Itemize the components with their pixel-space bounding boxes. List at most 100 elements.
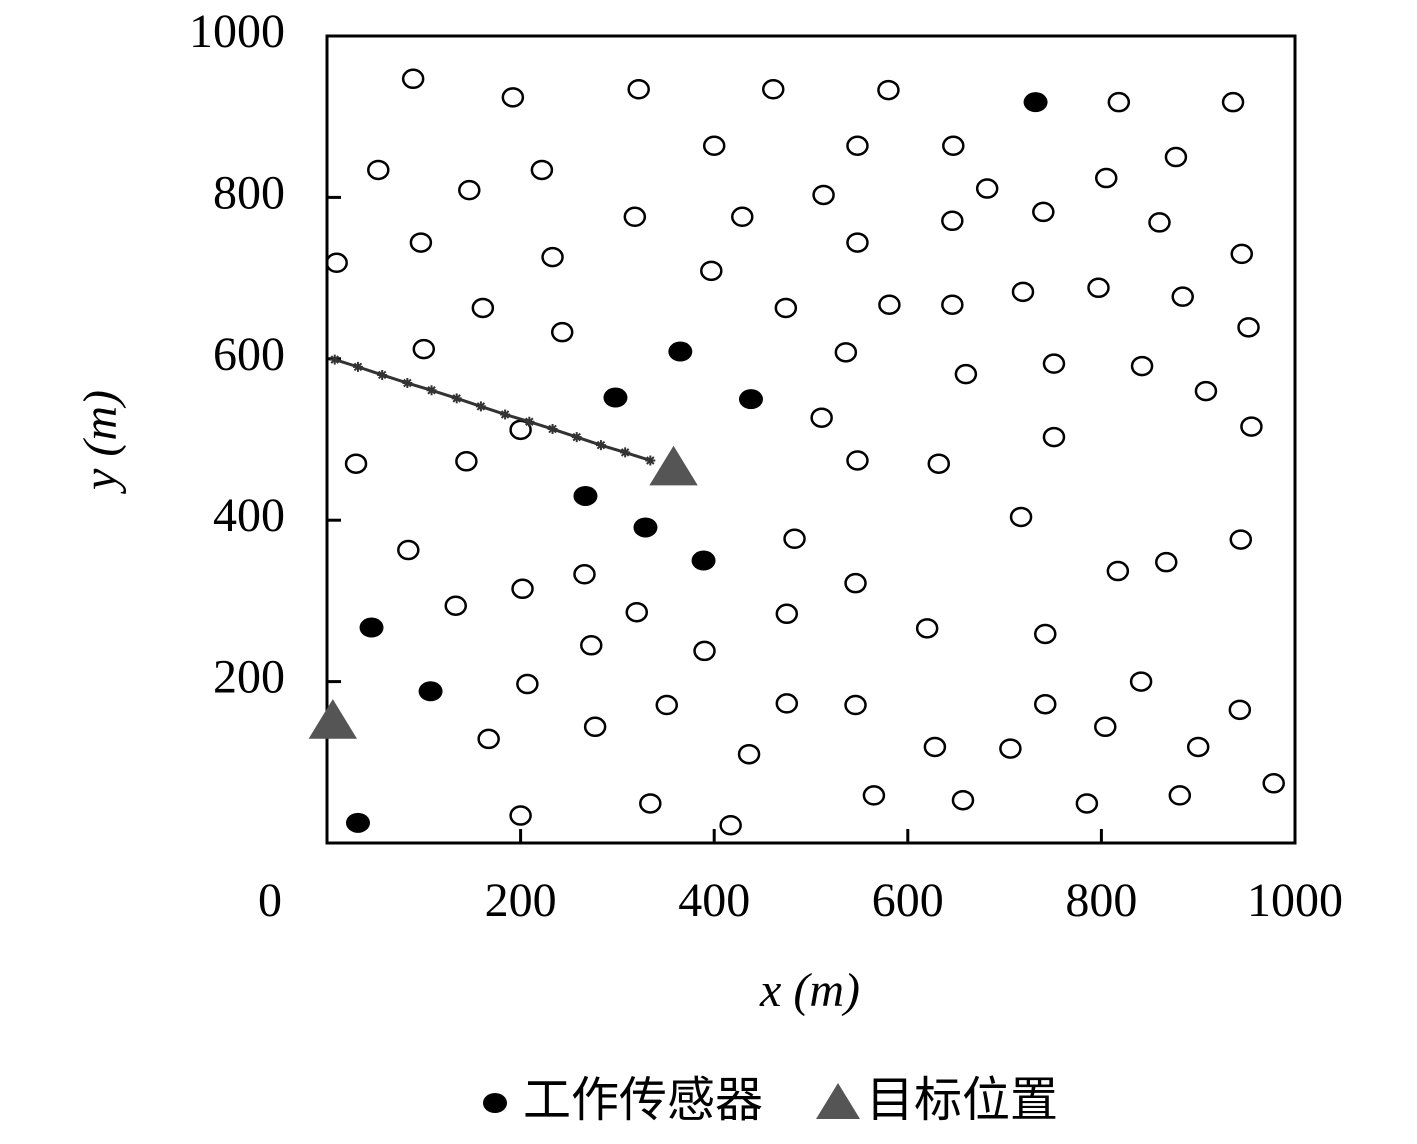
sensor [639,793,662,814]
working-sensor [603,387,628,408]
sensor [1087,277,1110,299]
legend-marker [816,1083,861,1119]
x-tick-label: 400 [678,874,750,927]
sensor [844,572,867,594]
sensor [511,578,534,600]
sensor [471,297,495,319]
sensor [583,716,607,738]
trajectory-marker [377,369,388,380]
x-tick-label: 1000 [1247,874,1343,927]
trajectory-marker [475,401,486,412]
sensor [1034,623,1057,645]
sensor [1164,146,1188,168]
sensor [501,87,525,108]
sensor [941,294,964,315]
trajectory-marker [595,440,606,451]
legend-label: 目标位置 [866,1072,1058,1128]
x-axis-label: x (m) [759,964,860,1017]
sensor [325,252,348,274]
sensor [693,640,716,662]
sensor [1229,529,1253,550]
sensor [1237,317,1260,338]
sensor [1240,416,1263,437]
sensor [1221,91,1245,113]
sensor [1130,355,1154,377]
sensor [923,736,947,758]
sensor [731,206,754,228]
trajectory-marker [547,424,558,435]
sensor [580,635,603,656]
sensor [927,453,951,474]
sensor [942,135,965,157]
working-sensor [633,517,658,538]
sensor [775,603,799,625]
sensor [509,805,532,826]
sensor [1094,167,1118,189]
sensor [1168,785,1192,806]
sensor [1230,243,1254,265]
sensor [367,159,390,181]
trajectory-marker [329,354,340,365]
sensor [1148,212,1171,233]
y-axis-label: y (m) [74,390,127,495]
sensor [1171,286,1194,307]
sensor [573,564,596,585]
working-sensor [1023,92,1048,113]
sensor [810,407,833,428]
sensor [702,135,726,157]
sensor [530,159,554,181]
sensor [1032,201,1055,223]
trajectory-marker [620,447,631,458]
sensor [1009,506,1033,528]
sensor [719,814,742,836]
sensor [1075,793,1099,814]
sensor [401,68,425,90]
sensor [941,210,964,232]
trajectory-marker [451,393,462,404]
sensor [623,206,647,228]
sensor [550,321,574,343]
sensor [878,294,901,315]
sensor [999,738,1022,759]
trajectory-marker [402,378,413,389]
x-tick-label: 200 [485,874,557,927]
sensor [951,789,975,811]
sensor [846,135,869,157]
x-tick-label: 0 [258,874,282,927]
legend-marker [483,1093,507,1113]
working-sensor [668,341,693,362]
trajectory-marker [426,385,437,396]
sensor [477,728,500,750]
sensor [509,419,532,441]
sensor [541,246,564,268]
working-sensor [345,812,370,833]
sensor [455,451,478,472]
sensor [1262,773,1285,794]
sensor [1129,671,1153,692]
sensor [1155,551,1178,573]
sensor [1194,380,1218,402]
x-tick-label: 600 [872,874,944,927]
sensor [627,79,650,100]
y-tick-label: 1000 [189,5,285,58]
sensor [846,232,869,253]
legend-label: 工作传感器 [523,1072,763,1128]
sensor [412,338,436,360]
sensor [1011,281,1035,303]
sensor [846,450,869,471]
sensor [975,178,999,199]
working-sensor [359,617,384,638]
target-position [649,445,698,486]
sensor [344,453,368,474]
trajectory-marker [524,416,535,427]
sensor [915,618,939,639]
sensor [625,601,649,623]
sensor [1106,560,1130,582]
working-sensor [573,485,598,506]
x-tick-label: 800 [1065,874,1137,927]
working-sensor [418,681,443,702]
sensor [954,363,978,385]
y-tick-label: 400 [213,489,285,542]
